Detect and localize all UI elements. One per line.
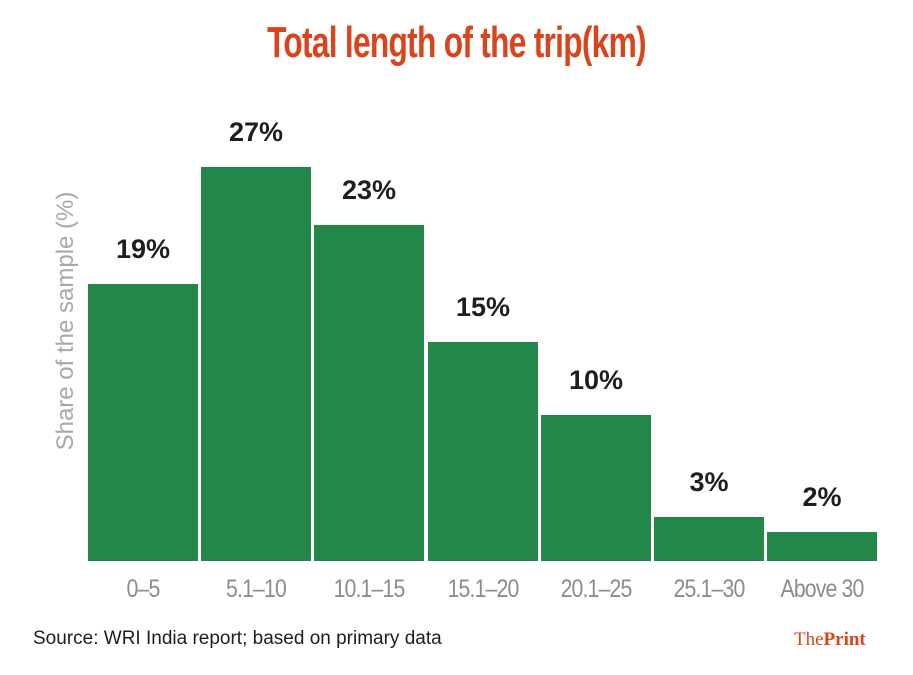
- bar-value-label: 3%: [689, 467, 729, 498]
- x-tick-label: 25.1–30: [673, 575, 746, 603]
- x-tick-label: Above 30: [780, 575, 864, 603]
- bar-value-label: 15%: [455, 292, 511, 322]
- x-tick-label: 10.1–15: [333, 575, 406, 603]
- x-tick-label: 0–5: [126, 575, 161, 603]
- bar: [654, 517, 764, 561]
- brand-logo: ThePrint: [794, 629, 866, 651]
- x-tick-label: 20.1–25: [560, 575, 633, 603]
- bar: [88, 283, 198, 561]
- x-tick-label: 5.1–10: [226, 575, 287, 603]
- source-note: Source: WRI India report; based on prima…: [33, 628, 442, 649]
- brand-logo-the: The: [794, 629, 824, 650]
- bar: [314, 225, 424, 561]
- bar-value-label: 27%: [228, 116, 284, 147]
- bar-value-label: 19%: [115, 233, 171, 264]
- brand-logo-print: Print: [823, 629, 866, 650]
- bar: [201, 166, 311, 561]
- bar: [767, 531, 877, 561]
- bar-value-label: 23%: [341, 175, 397, 206]
- chart-title: Total length of the trip(km): [267, 18, 646, 67]
- bar: [541, 415, 651, 561]
- bar: [428, 342, 538, 561]
- bar-value-label: 10%: [568, 365, 624, 395]
- bar-value-label: 2%: [802, 481, 842, 512]
- x-tick-label: 15.1–20: [447, 575, 520, 603]
